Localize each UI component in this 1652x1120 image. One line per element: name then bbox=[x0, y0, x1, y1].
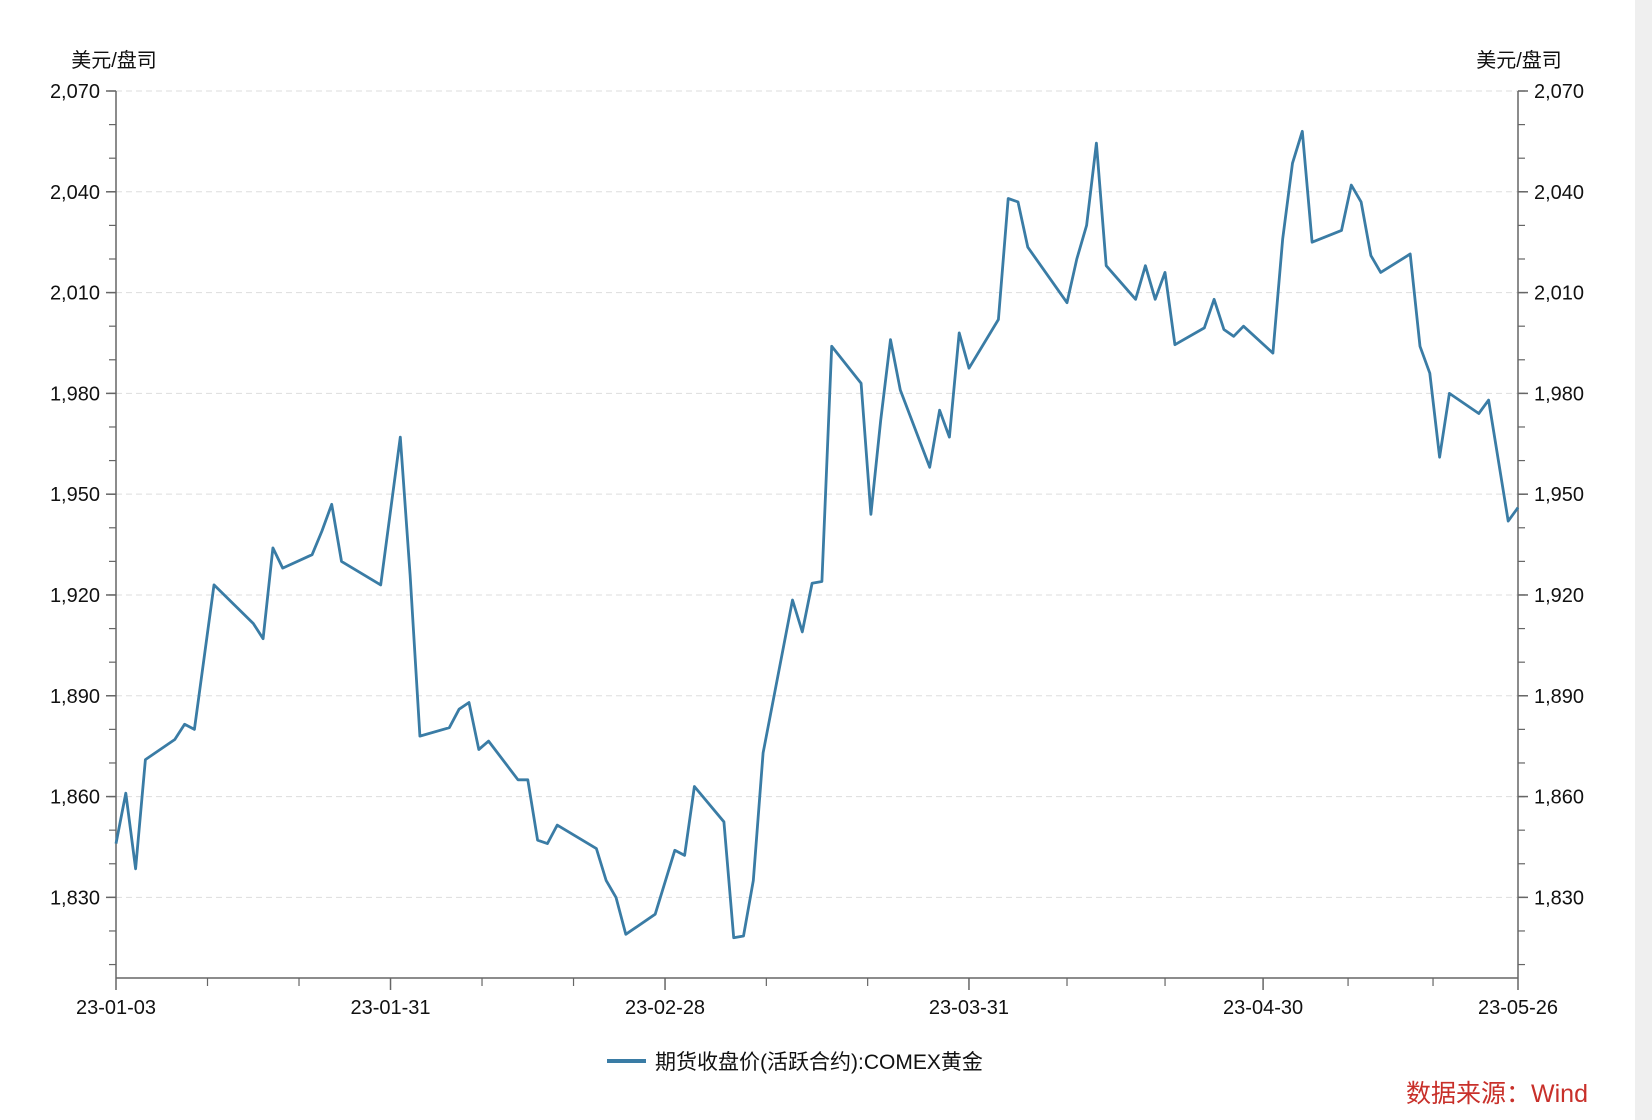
y-axis-left-unit: 美元/盘司 bbox=[71, 49, 157, 72]
window-edge bbox=[1635, 0, 1652, 1120]
y-tick-label-right: 1,950 bbox=[1534, 484, 1584, 506]
series-line-comex-gold bbox=[114, 129, 1520, 940]
x-tick-label: 23-02-28 bbox=[625, 997, 705, 1019]
x-tick-label: 23-01-03 bbox=[76, 997, 156, 1019]
y-tick-label-right: 2,010 bbox=[1534, 283, 1584, 305]
y-tick-label-left: 1,890 bbox=[50, 686, 100, 708]
legend: 期货收盘价(活跃合约):COMEX黄金 bbox=[607, 1051, 983, 1074]
x-tick-label: 23-05-26 bbox=[1478, 997, 1558, 1019]
x-tick-label: 23-04-30 bbox=[1223, 997, 1303, 1019]
source-note: 数据来源：Wind bbox=[1406, 1080, 1588, 1108]
y-tick-label-right: 1,980 bbox=[1534, 383, 1584, 405]
y-tick-label-left: 2,070 bbox=[50, 81, 100, 103]
y-tick-label-left: 2,040 bbox=[50, 182, 100, 204]
x-tick-labels: 23-01-03 23-01-31 23-02-28 23-03-31 23-04-30… bbox=[76, 997, 1558, 1019]
y-tick-label-right: 1,890 bbox=[1534, 686, 1584, 708]
y-tick-labels-left: 1,830 1,860 1,890 1,920 1,950 1,980 2,010 2,040… bbox=[50, 81, 100, 909]
y-tick-label-right: 2,070 bbox=[1534, 81, 1584, 103]
y-tick-label-left: 1,980 bbox=[50, 383, 100, 405]
gridlines bbox=[116, 90, 1518, 898]
y-tick-label-right: 1,920 bbox=[1534, 585, 1584, 607]
x-tick-label: 23-01-31 bbox=[350, 997, 430, 1019]
legend-label: 期货收盘价(活跃合约):COMEX黄金 bbox=[655, 1051, 983, 1074]
y-tick-label-left: 2,010 bbox=[50, 283, 100, 305]
x-tick-label: 23-03-31 bbox=[929, 997, 1009, 1019]
y-tick-label-left: 1,860 bbox=[50, 787, 100, 809]
y-tick-label-right: 1,830 bbox=[1534, 887, 1584, 909]
y-axis-right-unit: 美元/盘司 bbox=[1476, 49, 1562, 72]
y-tick-label-left: 1,920 bbox=[50, 585, 100, 607]
axes bbox=[106, 90, 1528, 990]
y-tick-label-right: 2,040 bbox=[1534, 182, 1584, 204]
y-tick-labels-right: 1,830 1,860 1,890 1,920 1,950 1,980 2,010 2,040… bbox=[1534, 81, 1584, 909]
y-tick-label-left: 1,950 bbox=[50, 484, 100, 506]
y-tick-label-left: 1,830 bbox=[50, 887, 100, 909]
y-tick-label-right: 1,860 bbox=[1534, 787, 1584, 809]
